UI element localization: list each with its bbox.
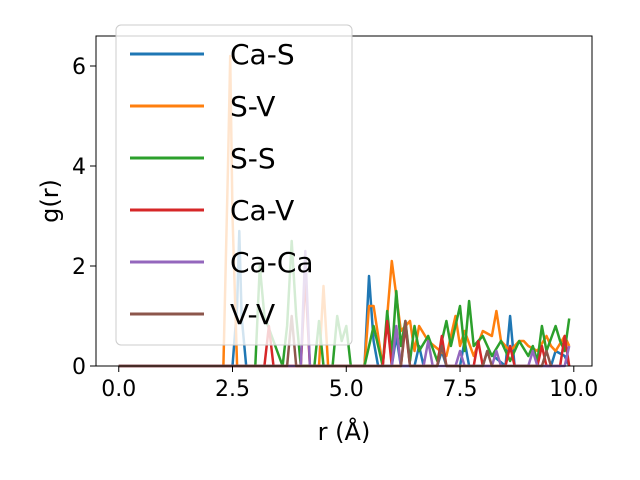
y-axis-label: g(r) [36,179,64,223]
y-tick-label: 2 [72,255,86,280]
y-tick-label: 0 [72,355,86,380]
legend: Ca-S S-V S-S Ca-V Ca-Ca V-V [115,24,353,346]
legend-label-s-v: S-V [230,90,275,123]
x-tick-label: 5.0 [329,377,364,402]
legend-label-ca-ca: Ca-Ca [230,246,314,279]
x-axis: 0.0 2.5 5.0 7.5 10.0 [101,366,598,402]
legend-box [115,24,353,346]
legend-label-v-v: V-V [230,298,275,331]
x-tick-label: 2.5 [215,377,250,402]
legend-label-s-s: S-S [230,142,276,175]
x-axis-label: r (Å) [318,417,371,446]
x-tick-label: 10.0 [549,377,598,402]
legend-label-ca-s: Ca-S [230,38,295,71]
x-tick-label: 7.5 [443,377,478,402]
y-axis: 0 2 4 6 [72,55,96,380]
y-tick-label: 4 [72,155,86,180]
legend-label-ca-v: Ca-V [230,194,294,227]
y-tick-label: 6 [72,55,86,80]
x-tick-label: 0.0 [101,377,136,402]
